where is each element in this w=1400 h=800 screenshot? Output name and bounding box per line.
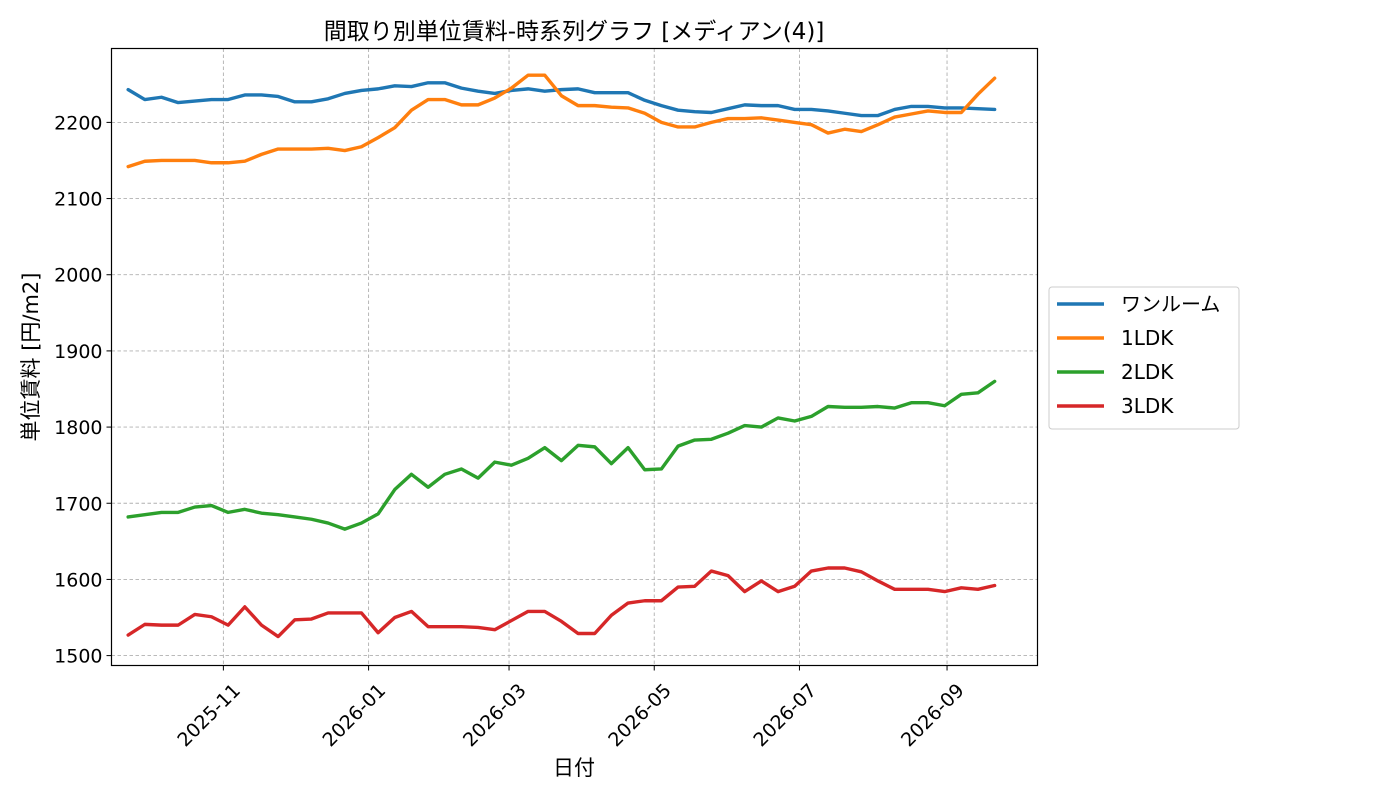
y-tick-label: 1900 <box>54 341 102 363</box>
series-line-0 <box>126 81 997 118</box>
x-tick-label: 2026-09 <box>897 680 969 752</box>
series-line-1 <box>126 73 997 169</box>
y-tick-label: 1500 <box>54 646 102 668</box>
x-tick-label: 2026-05 <box>604 680 676 752</box>
legend-label: 2LDK <box>1121 360 1174 384</box>
y-tick-label: 2100 <box>54 189 102 211</box>
x-tick-label: 2025-11 <box>173 680 245 752</box>
legend: ワンルーム 1LDK 2LDK 3LDK <box>1048 286 1240 430</box>
y-tick-label: 1600 <box>54 569 102 591</box>
series-line-3 <box>126 566 997 639</box>
legend-item: 1LDK <box>1057 326 1174 350</box>
x-tick-label: 2026-01 <box>319 680 391 752</box>
legend-item: 2LDK <box>1057 360 1174 384</box>
y-axis: 1500 1600 1700 1800 1900 2000 2100 2200 <box>54 112 112 668</box>
series-line-2 <box>126 379 997 531</box>
legend-label: ワンルーム <box>1121 292 1220 316</box>
x-tick-label: 2026-07 <box>749 680 821 752</box>
legend-label: 3LDK <box>1121 394 1174 418</box>
y-tick-label: 1800 <box>54 417 102 439</box>
legend-item: ワンルーム <box>1057 292 1220 316</box>
x-axis: 2025-11 2026-01 2026-03 2026-05 2026-07 2026-… <box>173 665 969 752</box>
legend-box <box>1048 286 1240 430</box>
y-tick-label: 2200 <box>54 112 102 134</box>
x-tick-label: 2026-03 <box>459 680 531 752</box>
series-lines <box>126 73 997 639</box>
y-axis-title: 単位賃料 [円/m2] <box>19 273 43 442</box>
legend-label: 1LDK <box>1121 326 1174 350</box>
legend-item: 3LDK <box>1057 394 1174 418</box>
plot-area-frame <box>110 47 1039 667</box>
x-axis-title: 日付 <box>553 756 595 780</box>
chart-title: 間取り別単位賃料-時系列グラフ [メディアン(4)] <box>324 19 825 45</box>
y-tick-label: 2000 <box>54 265 102 287</box>
grid-lines <box>111 48 1038 666</box>
y-tick-label: 1700 <box>54 493 102 515</box>
